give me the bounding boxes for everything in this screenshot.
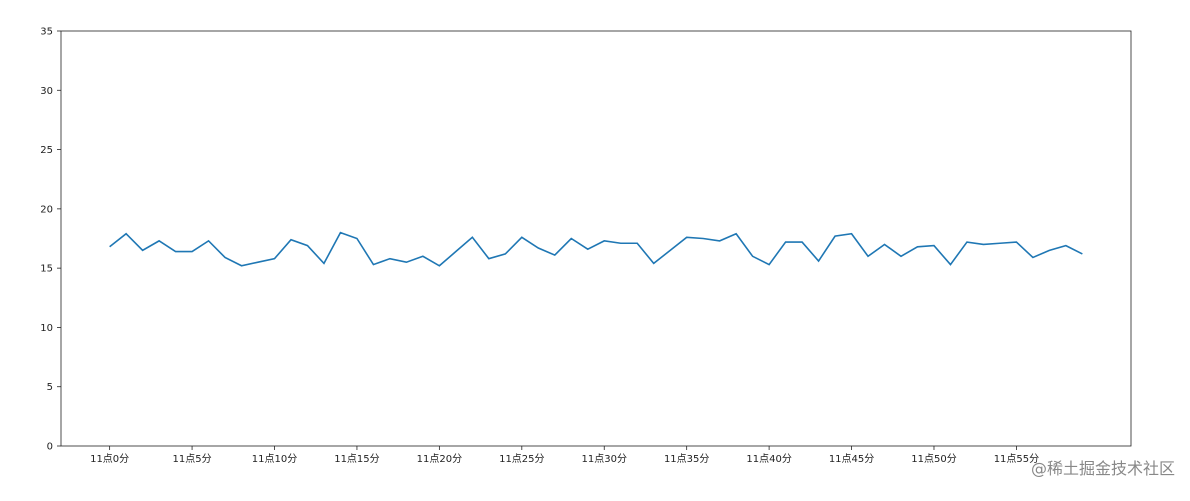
x-tick-label: 11点45分: [829, 453, 874, 465]
plot-frame: [60, 30, 1132, 447]
x-tick-label: 11点30分: [582, 453, 627, 465]
y-tick-label: 5: [47, 382, 53, 393]
y-tick-label: 25: [40, 145, 53, 156]
x-tick-label: 11点35分: [664, 453, 709, 465]
y-tick-label: 15: [40, 264, 53, 275]
x-tick-label: 11点55分: [994, 453, 1039, 465]
x-tick-label: 11点50分: [911, 453, 956, 465]
y-tick-label: 35: [40, 27, 53, 38]
x-tick-label: 11点10分: [252, 453, 297, 465]
x-tick-label: 11点0分: [90, 453, 129, 465]
y-tick-label: 0: [47, 442, 53, 453]
x-tick-label: 11点15分: [334, 453, 379, 465]
x-tick-label: 11点25分: [499, 453, 544, 465]
watermark: @稀土掘金技术社区: [1031, 459, 1175, 478]
x-tick-label: 11点40分: [746, 453, 791, 465]
y-tick-label: 10: [40, 323, 53, 334]
y-tick-label: 30: [40, 86, 53, 97]
data-line: [109, 231, 1083, 267]
x-tick-label: 11点5分: [173, 453, 212, 465]
x-tick-label: 11点20分: [417, 453, 462, 465]
y-tick-label: 20: [40, 204, 53, 215]
